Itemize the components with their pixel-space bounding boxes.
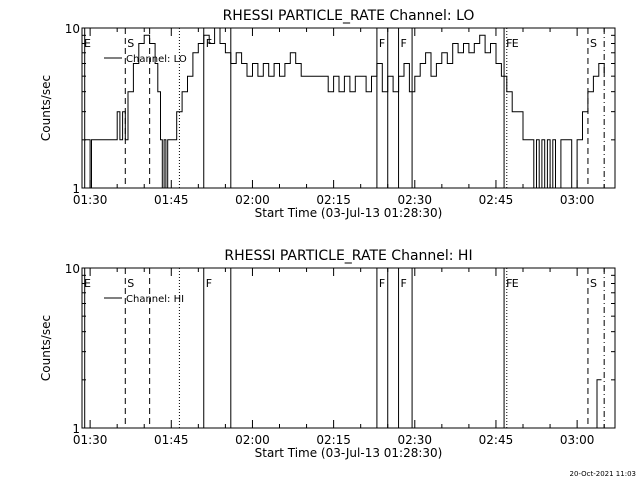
y-tick-label: 1	[72, 182, 80, 196]
event-marker-label: F	[379, 277, 385, 290]
series-line	[84, 27, 605, 189]
y-tick-label: 1	[72, 422, 80, 436]
x-tick-label: 01:45	[154, 433, 189, 447]
x-tick-label: 01:30	[73, 193, 108, 207]
x-tick-label: 02:45	[479, 193, 514, 207]
x-tick-label: 03:00	[560, 433, 595, 447]
event-marker-label: F	[379, 37, 385, 50]
event-marker-label: S	[127, 37, 134, 50]
x-tick-label: 02:00	[235, 433, 270, 447]
timestamp-footer: 20-Oct-2021 11:03	[569, 470, 636, 478]
chart-title: RHESSI PARTICLE_RATE Channel: LO	[223, 8, 475, 24]
chart-title: RHESSI PARTICLE_RATE Channel: HI	[224, 248, 472, 264]
y-tick-label: 10	[65, 22, 80, 36]
x-axis-label: Start Time (03-Jul-13 01:28:30)	[255, 206, 443, 220]
y-axis-label: Counts/sec	[39, 315, 53, 381]
x-axis-label: Start Time (03-Jul-13 01:28:30)	[255, 446, 443, 460]
series-line	[593, 379, 602, 429]
event-marker-label: F	[506, 277, 512, 290]
x-tick-label: 02:00	[235, 193, 270, 207]
event-marker-label: E	[512, 37, 519, 50]
x-tick-label: 02:30	[397, 433, 432, 447]
x-tick-label: 02:30	[397, 193, 432, 207]
x-tick-label: 01:30	[73, 433, 108, 447]
event-marker-label: S	[127, 277, 134, 290]
event-marker-label: E	[84, 277, 91, 290]
chart-hi-channel: RHESSI PARTICLE_RATE Channel: HI Counts/s…	[39, 248, 616, 460]
x-tick-label: 01:45	[154, 193, 189, 207]
chart-lo-channel: RHESSI PARTICLE_RATE Channel: LO Counts/s…	[39, 8, 616, 220]
x-tick-label: 02:15	[316, 193, 351, 207]
event-marker-label: F	[206, 277, 212, 290]
plot-frame	[81, 267, 616, 429]
legend-label: Channel: HI	[126, 294, 184, 305]
event-marker-label: F	[401, 277, 407, 290]
event-marker-label: E	[84, 37, 91, 50]
event-marker-label: F	[401, 37, 407, 50]
event-marker-label: S	[590, 277, 597, 290]
event-marker-label: E	[512, 277, 519, 290]
event-marker-label: S	[590, 37, 597, 50]
x-tick-label: 02:15	[316, 433, 351, 447]
event-marker-label: F	[506, 37, 512, 50]
x-tick-label: 03:00	[560, 193, 595, 207]
y-tick-label: 10	[65, 262, 80, 276]
x-tick-label: 02:45	[479, 433, 514, 447]
legend-label: Channel: LO	[126, 54, 187, 65]
y-axis-label: Counts/sec	[39, 75, 53, 141]
plot-frame	[81, 27, 616, 189]
